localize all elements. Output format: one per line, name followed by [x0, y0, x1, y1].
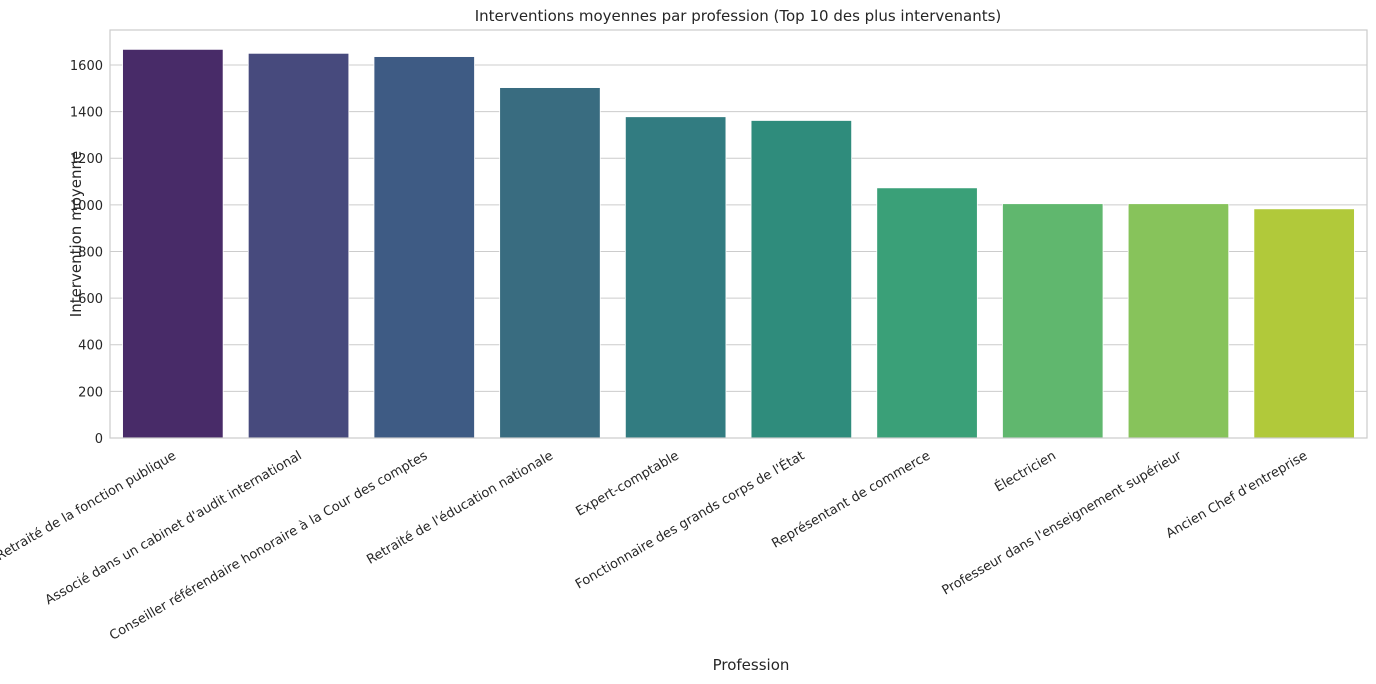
y-tick-label: 400 [78, 339, 103, 354]
bar [1253, 208, 1355, 439]
bar [876, 187, 978, 439]
y-tick-labels: 0 200 400 600 800 1000 1200 1400 1600 [70, 59, 103, 447]
plot-frame [109, 29, 1368, 439]
x-axis-label: Profession [713, 656, 790, 674]
y-axis-label: Intervention moyenne [67, 151, 85, 317]
y-tick-label: 1400 [70, 106, 103, 121]
bar [750, 120, 853, 439]
x-tick-label: Ancien Chef d'entreprise [1164, 448, 1310, 541]
bar [1127, 203, 1230, 439]
x-tick-labels: Retraité de la fonction publiqueAssocié … [0, 448, 1310, 644]
bar [122, 48, 224, 439]
chart-title: Interventions moyennes par profession (T… [475, 7, 1002, 25]
x-tick-label: Électricien [992, 448, 1059, 496]
y-tick-label: 1200 [70, 152, 103, 167]
bars [122, 48, 1355, 439]
bar [624, 116, 727, 439]
y-tick-label: 600 [78, 292, 103, 307]
y-tick-label: 800 [78, 245, 103, 260]
x-tick-label: Expert-comptable [573, 448, 681, 519]
bar [1002, 203, 1104, 439]
x-tick-label: Associé dans un cabinet d'audit internat… [43, 448, 305, 608]
y-tick-label: 0 [95, 432, 103, 447]
y-tick-label: 1000 [70, 199, 103, 214]
x-tick-label: Fonctionnaire des grands corps de l'État [573, 448, 808, 593]
bar [373, 56, 475, 439]
y-tick-label: 1600 [70, 59, 103, 74]
bar [247, 52, 350, 439]
y-tick-label: 200 [78, 385, 103, 400]
bar [499, 87, 601, 439]
x-tick-label: Professeur dans l'enseignement supérieur [940, 448, 1185, 598]
